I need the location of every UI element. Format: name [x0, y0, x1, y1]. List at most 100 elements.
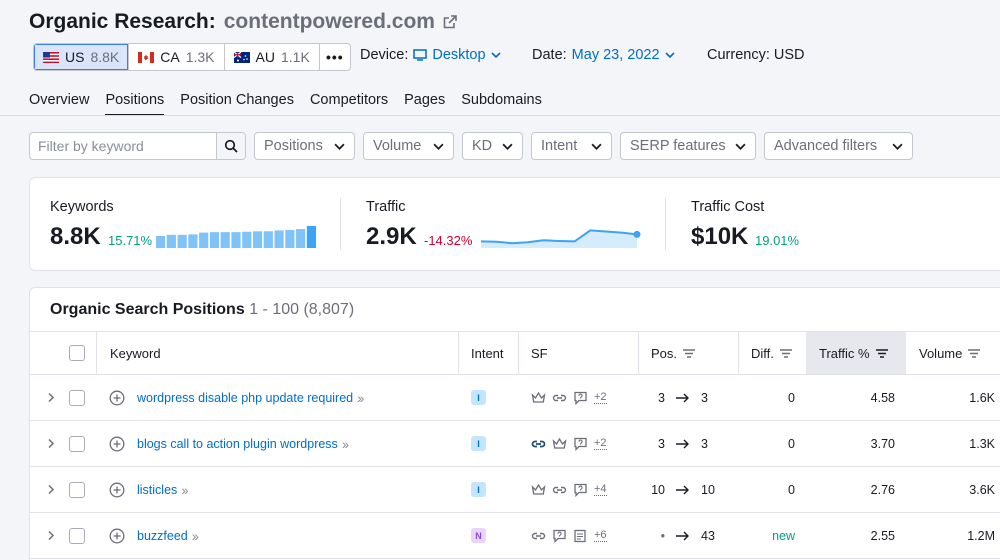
link-icon[interactable] [552, 483, 567, 497]
row-checkbox[interactable] [69, 513, 85, 558]
more-features[interactable]: +2 [594, 391, 607, 404]
device-value: Desktop [432, 47, 486, 63]
row-checkbox[interactable] [69, 375, 85, 420]
more-features[interactable]: +4 [594, 483, 607, 496]
keyword-link[interactable]: listicles ›› [137, 481, 189, 498]
add-keyword-icon[interactable] [109, 528, 125, 544]
serp-link-icon[interactable]: ›› [341, 435, 349, 452]
tab-positions[interactable]: Positions [105, 92, 165, 116]
intent-badge[interactable]: I [471, 482, 486, 497]
link-icon[interactable] [552, 391, 567, 405]
column-traffic-percent[interactable]: Traffic % [806, 332, 906, 374]
add-keyword-icon[interactable] [109, 482, 125, 498]
serp-link-icon[interactable]: ›› [357, 389, 364, 406]
serp-features-filter[interactable]: SERP features [620, 132, 756, 160]
tab-pages[interactable]: Pages [404, 92, 446, 108]
metric-change: -14.32% [424, 233, 473, 248]
table-row[interactable]: wordpress disable php update required ›› … [30, 375, 1000, 421]
expand-row-button[interactable] [47, 375, 55, 420]
checkbox[interactable] [69, 527, 85, 544]
keyword-link[interactable]: wordpress disable php update required ›› [137, 389, 365, 406]
table-row[interactable]: blogs call to action plugin wordpress ›› … [30, 421, 1000, 467]
traffic-trend-chart [481, 229, 641, 248]
checkbox[interactable] [69, 481, 85, 498]
column-position[interactable]: Pos. [651, 332, 696, 374]
traffic-cost-metric[interactable]: Traffic Cost $10K 19.01% [691, 178, 891, 270]
metric-divider [340, 198, 341, 250]
serp-link-icon[interactable]: ›› [191, 527, 199, 544]
sort-icon [875, 348, 888, 358]
intent-badge[interactable]: N [471, 528, 486, 543]
row-checkbox[interactable] [69, 421, 85, 466]
intent-cell: I [471, 375, 486, 420]
title-label: Organic Research: [29, 10, 216, 33]
table-range: 1 - 100 (8,807) [249, 301, 355, 318]
link-icon[interactable] [531, 529, 546, 543]
row-checkbox[interactable] [69, 467, 85, 512]
database-ca-button[interactable]: CA 1.3K [129, 44, 225, 70]
chevron-down-icon [591, 143, 602, 150]
table-row[interactable]: listicles ›› I +4 10 10 0 2.76 3.6K [30, 467, 1000, 513]
column-volume[interactable]: Volume [919, 332, 981, 374]
question-icon[interactable] [573, 391, 588, 405]
tab-subdomains[interactable]: Subdomains [461, 92, 542, 108]
search-button[interactable] [216, 133, 245, 159]
chevron-right-icon [48, 392, 55, 403]
crown-icon[interactable] [531, 391, 546, 405]
intent-badge[interactable]: I [471, 390, 486, 405]
date-selector[interactable]: Date: May 23, 2022 [532, 47, 675, 63]
question-icon[interactable] [573, 483, 588, 497]
chevron-down-icon [735, 143, 746, 150]
column-difficulty[interactable]: Diff. [751, 332, 792, 374]
column-sf[interactable]: SF [531, 332, 548, 374]
article-icon[interactable] [573, 529, 588, 543]
more-databases-button[interactable]: ••• [325, 49, 344, 65]
keyword-link[interactable]: blogs call to action plugin wordpress ›› [137, 435, 349, 452]
intent-badge[interactable]: I [471, 436, 486, 451]
select-all-checkbox[interactable] [69, 332, 85, 374]
checkbox[interactable] [69, 345, 85, 361]
add-keyword-icon[interactable] [109, 436, 125, 452]
tab-overview[interactable]: Overview [29, 92, 90, 108]
serp-features-cell: +6 [531, 513, 607, 558]
column-intent[interactable]: Intent [471, 332, 504, 374]
positions-filter[interactable]: Positions [254, 132, 355, 160]
device-selector[interactable]: Device: Desktop [360, 47, 501, 63]
add-keyword-icon[interactable] [109, 390, 125, 406]
expand-row-button[interactable] [47, 421, 55, 466]
table-row[interactable]: buzzfeed ›› N +6 • 43 new 2.55 1.2M [30, 513, 1000, 559]
more-features[interactable]: +2 [594, 437, 607, 450]
checkbox[interactable] [69, 389, 85, 406]
traffic-trend-line [481, 229, 638, 245]
volume-value: 1.6K [969, 390, 995, 405]
column-label: SF [531, 345, 548, 361]
domain-label[interactable]: contentpowered.com [223, 10, 435, 33]
database-us-button[interactable]: US 8.8K [34, 44, 130, 70]
database-au-button[interactable]: AU 1.1K [225, 44, 320, 70]
column-keyword[interactable]: Keyword [110, 332, 161, 374]
traffic-metric[interactable]: Traffic 2.9K -14.32% [366, 178, 666, 270]
serp-link-icon[interactable]: ›› [181, 481, 188, 498]
search-input[interactable]: Filter by keyword [38, 138, 144, 154]
checkbox[interactable] [69, 435, 85, 452]
chevron-down-icon [490, 52, 501, 58]
tab-position-changes[interactable]: Position Changes [180, 92, 294, 108]
kd-filter[interactable]: KD [462, 132, 523, 160]
expand-row-button[interactable] [47, 513, 55, 558]
external-link-icon[interactable] [443, 15, 457, 29]
expand-row-button[interactable] [47, 467, 55, 512]
link-icon[interactable] [531, 437, 546, 451]
crown-icon[interactable] [552, 437, 567, 451]
arrow-right-icon [676, 531, 689, 540]
crown-icon[interactable] [531, 483, 546, 497]
currency-label: Currency: USD [707, 47, 805, 63]
more-features[interactable]: +6 [594, 529, 607, 542]
tab-competitors[interactable]: Competitors [309, 92, 389, 108]
question-icon[interactable] [573, 437, 588, 451]
volume-filter[interactable]: Volume [363, 132, 454, 160]
keywords-metric[interactable]: Keywords 8.8K 15.71% [50, 178, 340, 270]
question-icon[interactable] [552, 529, 567, 543]
advanced-filters[interactable]: Advanced filters [764, 132, 913, 160]
intent-filter[interactable]: Intent [531, 132, 612, 160]
keyword-link[interactable]: buzzfeed ›› [137, 527, 199, 544]
